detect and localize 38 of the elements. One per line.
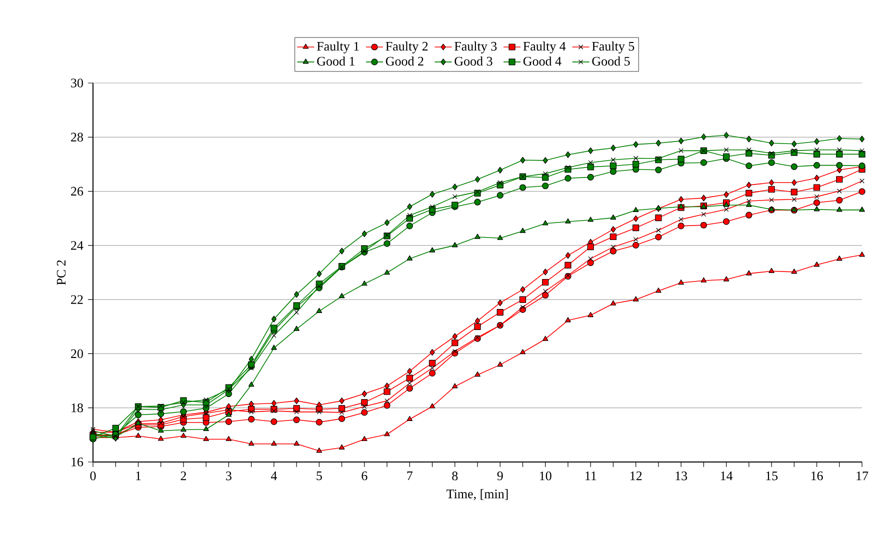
- x-tick-label: 16: [811, 472, 823, 480]
- legend-label: Faulty 1: [316, 42, 359, 54]
- y-axis-title: PC 2: [56, 260, 66, 285]
- x-tick-label: 7: [407, 472, 413, 480]
- x-tick-label: 17: [856, 472, 868, 480]
- x-tick-label: 0: [90, 472, 96, 480]
- x-tick-label: 6: [362, 472, 368, 480]
- x-tick-label: 15: [766, 472, 778, 480]
- x-tick-label: 2: [180, 472, 186, 480]
- y-tick-label: 16: [72, 458, 84, 466]
- y-tick-label: 26: [71, 186, 84, 196]
- x-tick-label: 12: [630, 472, 642, 480]
- x-tick-label: 10: [540, 472, 552, 480]
- x-tick-label: 8: [452, 472, 458, 480]
- x-tick-label: 1: [136, 472, 141, 480]
- legend-label: Faulty 5: [592, 42, 634, 54]
- legend-label: Good 2: [386, 56, 424, 66]
- y-tick-label: 30: [71, 78, 83, 88]
- legend-label: Good 4: [523, 56, 562, 66]
- x-tick-label: 3: [226, 472, 232, 480]
- legend-label: Good 5: [592, 56, 630, 66]
- legend-label: Good 3: [454, 56, 492, 66]
- legend-label: Good 1: [317, 56, 354, 66]
- x-tick-label: 11: [585, 472, 596, 480]
- y-tick-label: 22: [71, 295, 83, 304]
- y-tick-label: 24: [71, 241, 84, 250]
- legend-label: Faulty 3: [454, 42, 497, 54]
- x-tick-label: 4: [270, 472, 277, 480]
- y-tick-label: 28: [71, 132, 83, 142]
- legend-label: Faulty 2: [386, 42, 428, 54]
- legend-label: Faulty 4: [523, 42, 566, 54]
- y-tick-label: 20: [71, 349, 83, 358]
- x-tick-label: 5: [316, 472, 322, 480]
- x-tick-label: 9: [497, 472, 503, 480]
- x-tick-label: 14: [720, 472, 733, 480]
- y-tick-label: 18: [72, 403, 83, 412]
- x-tick-label: 13: [676, 472, 688, 480]
- x-axis-title: Time, [min]: [446, 489, 508, 500]
